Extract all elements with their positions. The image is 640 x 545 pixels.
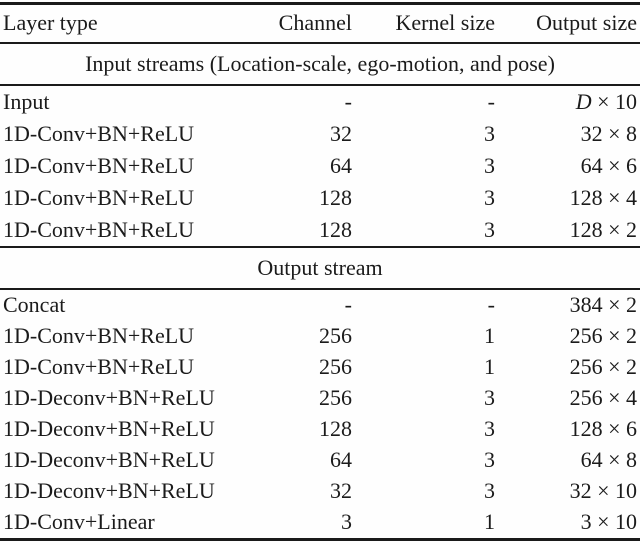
- section-header-input-streams: Input streams (Location-scale, ego-motio…: [0, 42, 640, 86]
- cell-output: 384 × 2: [569, 292, 637, 318]
- table-row: 1D-Conv+BN+ReLU 256 1 256 × 2: [0, 321, 640, 352]
- table-row: 1D-Conv+Linear 3 1 3 × 10: [0, 507, 640, 540]
- table-row: 1D-Conv+BN+ReLU 128 3 128 × 2: [0, 214, 640, 247]
- cell-output: 128 × 2: [569, 216, 637, 242]
- cell-layer-type: 1D-Deconv+BN+ReLU: [3, 416, 215, 442]
- cell-output: 32 × 10: [569, 478, 637, 504]
- col-header-kernel-size: Kernel size: [352, 3, 495, 44]
- cell-kernel: 3: [484, 152, 495, 178]
- cell-channel: 256: [319, 323, 352, 349]
- col-header-channel: Channel: [230, 3, 352, 44]
- table-row: 1D-Deconv+BN+ReLU 64 3 64 × 8: [0, 445, 640, 476]
- section-title: Output stream: [0, 246, 640, 290]
- cell-kernel: 3: [484, 447, 495, 473]
- cell-kernel: 3: [484, 416, 495, 442]
- cell-channel: -: [344, 88, 352, 114]
- table-row: 1D-Conv+BN+ReLU 32 3 32 × 8: [0, 118, 640, 150]
- table-row: 1D-Conv+BN+ReLU 256 1 256 × 2: [0, 352, 640, 383]
- cell-layer-type: 1D-Deconv+BN+ReLU: [3, 447, 215, 473]
- cell-layer-type: 1D-Deconv+BN+ReLU: [3, 478, 215, 504]
- cell-layer-type: 1D-Conv+Linear: [3, 509, 155, 535]
- cell-output: 256 × 2: [569, 354, 637, 380]
- cell-kernel: -: [487, 292, 495, 318]
- cell-channel: 128: [319, 184, 352, 210]
- section-title: Input streams (Location-scale, ego-motio…: [0, 42, 640, 86]
- cell-channel: 64: [330, 152, 352, 178]
- math-variable-d: D: [575, 88, 592, 114]
- cell-channel: 256: [319, 385, 352, 411]
- table-row: 1D-Deconv+BN+ReLU 32 3 32 × 10: [0, 476, 640, 507]
- cell-layer-type: Input: [3, 88, 50, 114]
- cell-channel: 64: [330, 447, 352, 473]
- cell-kernel: 3: [484, 120, 495, 146]
- cell-kernel: 3: [484, 385, 495, 411]
- table-row: Concat - - 384 × 2: [0, 289, 640, 321]
- cell-layer-type: 1D-Conv+BN+ReLU: [3, 216, 195, 242]
- cell-output-rest: × 10: [591, 88, 637, 114]
- col-header-layer-type: Layer type: [0, 3, 230, 44]
- cell-layer-type: 1D-Deconv+BN+ReLU: [3, 385, 215, 411]
- cell-layer-type: 1D-Conv+BN+ReLU: [3, 354, 195, 380]
- cell-channel: -: [344, 292, 352, 318]
- section-header-output-stream: Output stream: [0, 246, 640, 290]
- table-row: 1D-Deconv+BN+ReLU 256 3 256 × 4: [0, 383, 640, 414]
- cell-output: 256 × 4: [569, 385, 637, 411]
- table-row: 1D-Conv+BN+ReLU 64 3 64 × 6: [0, 150, 640, 182]
- cell-output: 256 × 2: [569, 323, 637, 349]
- cell-output: 3 × 10: [580, 509, 637, 535]
- cell-output: 64 × 8: [580, 447, 637, 473]
- cell-channel: 128: [319, 216, 352, 242]
- column-header-row: Layer type Channel Kernel size Output si…: [0, 3, 640, 44]
- cell-kernel: 3: [484, 478, 495, 504]
- cell-kernel: -: [487, 88, 495, 114]
- cell-channel: 32: [330, 478, 352, 504]
- cell-layer-type: Concat: [3, 292, 66, 318]
- table-row: 1D-Deconv+BN+ReLU 128 3 128 × 6: [0, 414, 640, 445]
- cell-kernel: 3: [484, 184, 495, 210]
- cell-layer-type: 1D-Conv+BN+ReLU: [3, 120, 195, 146]
- cell-layer-type: 1D-Conv+BN+ReLU: [3, 323, 195, 349]
- cell-output: 128 × 4: [569, 184, 637, 210]
- col-header-output-size: Output size: [495, 3, 640, 44]
- cell-output: 128 × 6: [569, 416, 637, 442]
- cell-channel: 3: [341, 509, 352, 535]
- cell-channel: 128: [319, 416, 352, 442]
- table-row: Input - - D × 10: [0, 85, 640, 118]
- table-row: 1D-Conv+BN+ReLU 128 3 128 × 4: [0, 182, 640, 214]
- cell-output: 64 × 6: [580, 152, 637, 178]
- cell-channel: 32: [330, 120, 352, 146]
- cell-layer-type: 1D-Conv+BN+ReLU: [3, 184, 195, 210]
- cell-kernel: 1: [484, 323, 495, 349]
- cell-layer-type: 1D-Conv+BN+ReLU: [3, 152, 195, 178]
- cell-output: 32 × 8: [580, 120, 637, 146]
- cell-channel: 256: [319, 354, 352, 380]
- cell-kernel: 1: [484, 354, 495, 380]
- cell-kernel: 1: [484, 509, 495, 535]
- cell-output: D × 10: [495, 85, 640, 118]
- cell-kernel: 3: [484, 216, 495, 242]
